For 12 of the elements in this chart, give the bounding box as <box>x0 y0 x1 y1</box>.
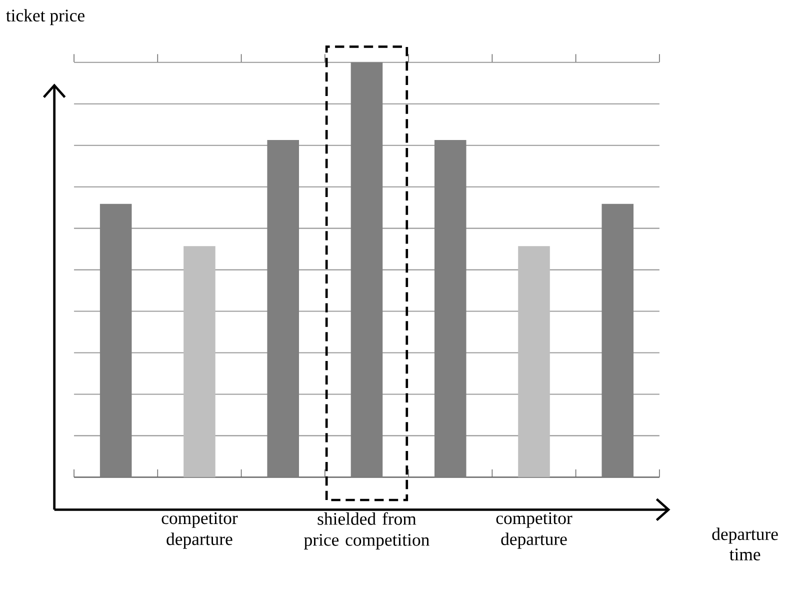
bar <box>267 140 299 478</box>
bar <box>184 246 216 478</box>
y-axis-title: ticket price <box>6 9 84 26</box>
x-tick-label: shielded from price competition <box>304 512 430 550</box>
bar <box>350 62 383 478</box>
bar <box>602 204 634 478</box>
text: departure time <box>712 528 778 560</box>
bar <box>434 140 466 478</box>
bar <box>100 204 132 478</box>
x-tick-label: competitor departure <box>496 512 572 549</box>
bar <box>518 246 550 478</box>
x-tick-label: competitor departure <box>162 512 238 549</box>
